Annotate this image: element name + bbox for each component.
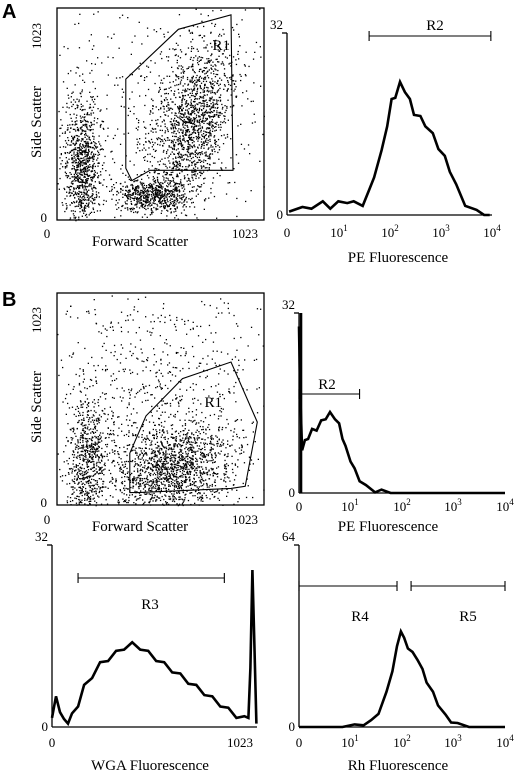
B-scatter-ylabel: Side Scatter: [29, 371, 45, 443]
B-histogram-Rh-y-tick-min: 0: [289, 719, 296, 734]
A-scatter-dots: [57, 8, 265, 222]
panel-letter-B: B: [2, 289, 16, 311]
B-scatter-xlabel: Forward Scatter: [92, 519, 188, 535]
A-histogram-x-tick-4: 104: [483, 223, 501, 240]
B-histogram-WGA-y-tick-min: 0: [42, 719, 49, 734]
B-histogram-WGA-xlabel: WGA Fluorescence: [91, 758, 209, 774]
B-histogram-WGA-x-tick-min: 0: [49, 735, 56, 750]
B-histogram-Rh-x-tick-1: 101: [341, 733, 359, 750]
B-histogram-PE-x-tick-0: 0: [296, 499, 303, 514]
B-histogram-Rh-marker-label-r4: R4: [351, 609, 369, 625]
B-scatter-y-tick-min: 0: [41, 495, 48, 510]
B-histogram-WGA-marker-label: R3: [141, 597, 159, 613]
A-histogram-xlabel: PE Fluorescence: [348, 250, 449, 266]
A-scatter-y-tick-max: 1023: [29, 23, 44, 49]
A-histogram-x-tick-3: 103: [432, 223, 450, 240]
B-histogram-Rh-x-tick-4: 104: [496, 733, 514, 750]
B-histogram-PE-x-tick-3: 103: [444, 497, 462, 514]
A-histogram-y-tick-min: 0: [277, 207, 284, 222]
A-histogram-marker-label: R2: [426, 18, 444, 34]
A-histogram-x-tick-1: 101: [330, 223, 348, 240]
B-histogram-PE-trace: [297, 326, 505, 495]
A-histogram-x-tick-2: 102: [381, 223, 399, 240]
A-histogram-x-tick-0: 0: [284, 225, 291, 240]
B-scatter-dots: [57, 295, 265, 507]
B-histogram-Rh-x-tick-0: 0: [296, 735, 303, 750]
B-histogram-PE-marker-label: R2: [318, 377, 336, 393]
B-scatter-y-tick-max: 1023: [29, 307, 44, 333]
B-histogram-PE-y-tick-max: 32: [282, 297, 295, 312]
B-histogram-PE-x-tick-4: 104: [496, 497, 514, 514]
B-histogram-Rh-x-tick-3: 103: [444, 733, 462, 750]
A-scatter-gate-label: R1: [212, 38, 230, 54]
A-scatter-y-tick-min: 0: [41, 210, 48, 225]
A-scatter-frame: [56, 7, 265, 221]
B-histogram-PE-y-tick-min: 0: [289, 485, 296, 500]
B-scatter-frame: [56, 292, 265, 506]
A-histogram-trace: [288, 78, 490, 217]
A-scatter-ylabel: Side Scatter: [29, 86, 45, 158]
B-histogram-Rh-y-tick-max: 64: [282, 529, 296, 544]
B-histogram-WGA-trace: [50, 569, 258, 727]
panel-letter-A: A: [2, 1, 16, 23]
B-histogram-Rh-trace: [299, 627, 505, 729]
B-histogram-PE-x-tick-1: 101: [341, 497, 359, 514]
B-histogram-PE-xlabel: PE Fluorescence: [338, 519, 439, 535]
B-histogram-WGA-y-tick-max: 32: [35, 529, 48, 544]
A-scatter-x-tick-min: 0: [44, 226, 51, 241]
B-histogram-PE-x-tick-2: 102: [393, 497, 411, 514]
A-scatter-gate-r1: [125, 14, 234, 182]
B-scatter-x-tick-min: 0: [44, 512, 51, 527]
B-scatter-gate-r1: [129, 361, 258, 494]
B-histogram-Rh-xlabel: Rh Fluorescence: [348, 758, 449, 774]
B-histogram-Rh-marker-label-r5: R5: [459, 609, 477, 625]
B-scatter-x-tick-max: 1023: [232, 512, 258, 527]
B-histogram-Rh-x-tick-2: 102: [393, 733, 411, 750]
B-scatter-gate-label: R1: [204, 395, 222, 411]
A-scatter-xlabel: Forward Scatter: [92, 234, 188, 250]
B-histogram-WGA-x-tick-max: 1023: [227, 735, 253, 750]
A-histogram-y-tick-max: 32: [270, 17, 283, 32]
A-scatter-x-tick-max: 1023: [232, 226, 258, 241]
